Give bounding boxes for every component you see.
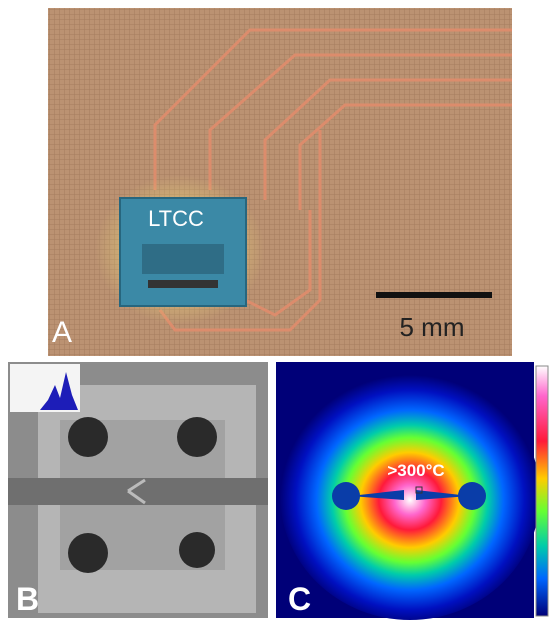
thermal-map [280, 370, 540, 620]
pcb-background [48, 8, 512, 356]
scale-bar-label: 5 mm [400, 312, 465, 342]
scale-bar [376, 292, 492, 298]
pad [458, 482, 486, 510]
panel-label: A [52, 316, 72, 349]
pad [177, 417, 217, 457]
panel-c: >300°C C [276, 362, 548, 620]
membrane [8, 478, 268, 505]
panel-b: B [8, 362, 268, 618]
pad [68, 417, 108, 457]
panel-label: B [16, 581, 39, 617]
panel-a: LTCC A 5 mm [48, 8, 512, 356]
chip-window [142, 244, 224, 274]
page: LTCC A 5 mm B >300°C C (() => { const da… [0, 0, 549, 621]
annotation: LTCC [148, 206, 204, 231]
chip-contact [148, 280, 218, 288]
annotation: >300°C [387, 461, 444, 480]
pad [332, 482, 360, 510]
figure: LTCC A 5 mm B >300°C C [0, 0, 549, 621]
panel-label: C [288, 581, 311, 617]
pad [179, 532, 215, 568]
pad [68, 533, 108, 573]
color-bar [536, 366, 548, 616]
